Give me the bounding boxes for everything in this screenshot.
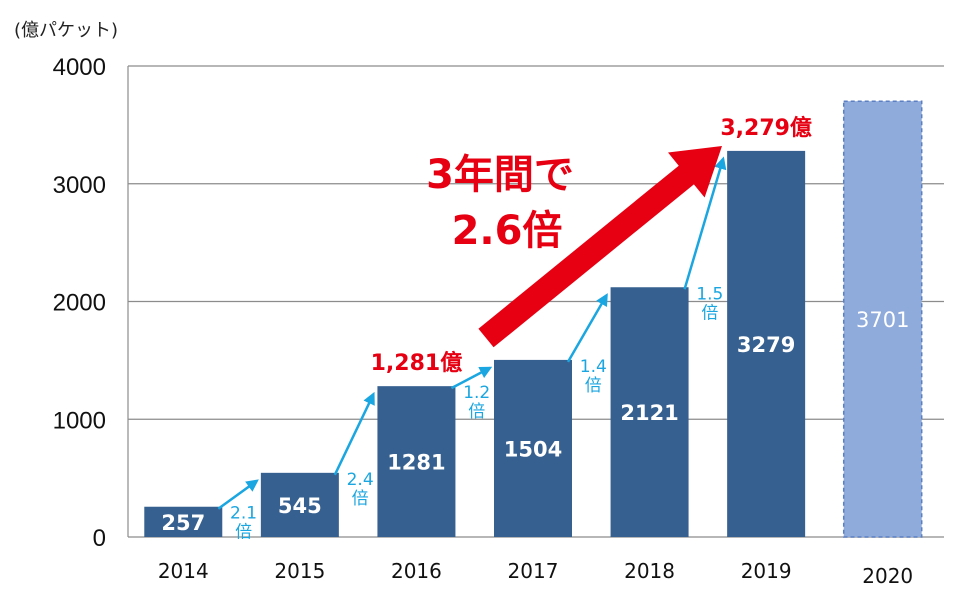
- x-axis: 2014 2015 2016 2017 2018 2019 2020: [158, 559, 913, 588]
- x-tick-label: 2018: [624, 559, 675, 583]
- x-tick-label: 2020: [862, 564, 913, 588]
- trend-arrow-shape: [478, 145, 723, 348]
- trend-arrow-path: [478, 145, 723, 348]
- growth-unit-label: 倍: [468, 402, 485, 422]
- highlight-value-callout: 1,281億: [371, 350, 463, 376]
- x-tick-label: 2014: [158, 559, 209, 583]
- growth-unit-label: 倍: [701, 303, 718, 323]
- x-tick-label: 2016: [391, 559, 442, 583]
- y-axis-unit-label: (億パケット): [14, 20, 118, 41]
- bars: 257 545 1281 1504 2121 3279 3701: [144, 100, 923, 538]
- bar-projected: [842, 100, 923, 538]
- bar-value-label: 257: [161, 511, 205, 535]
- bar-value-label: 1281: [387, 451, 445, 475]
- bar-value-label: 3701: [856, 308, 909, 332]
- headline-line-1: 3年間で: [426, 152, 574, 198]
- growth-unit-label: 倍: [352, 489, 369, 509]
- y-tick-label: 2000: [53, 290, 106, 317]
- highlight-value-callout: 3,279億: [720, 115, 812, 141]
- x-tick-label: 2015: [274, 559, 325, 583]
- bar-value-label: 3279: [737, 333, 795, 357]
- bar: [144, 506, 223, 537]
- callouts: 1,281億 3,279億: [371, 115, 812, 376]
- growth-annotations: 2.1倍2.4倍1.2倍1.4倍1.5倍: [217, 156, 727, 543]
- trend-arrow: [478, 145, 723, 348]
- x-tick-label: 2019: [741, 559, 792, 583]
- growth-unit-label: 倍: [235, 523, 252, 543]
- y-tick-label: 4000: [53, 54, 106, 81]
- y-tick-label: 3000: [53, 172, 106, 199]
- headline: 3年間で 2.6倍: [426, 152, 574, 254]
- bar-value-label: 1504: [504, 437, 562, 461]
- growth-arrow: [450, 366, 493, 390]
- bar-value-label: 2121: [620, 401, 678, 425]
- growth-arrow: [566, 293, 608, 363]
- growth-arrow: [333, 391, 375, 476]
- growth-ratio-label: 2.1: [230, 504, 257, 524]
- headline-line-2: 2.6倍: [452, 208, 563, 254]
- growth-ratio-label: 1.5: [696, 284, 723, 304]
- growth-ratio-label: 2.4: [347, 470, 374, 490]
- y-tick-label: 0: [93, 525, 106, 552]
- bar: [260, 472, 339, 537]
- bar-value-label: 545: [278, 494, 322, 518]
- x-tick-label: 2017: [508, 559, 559, 583]
- bar: [377, 386, 456, 537]
- bar: [727, 150, 806, 537]
- growth-arrow: [683, 156, 727, 290]
- bar: [494, 359, 572, 537]
- y-tick-label: 1000: [53, 407, 106, 434]
- growth-ratio-label: 1.4: [580, 357, 607, 377]
- bar: [610, 287, 689, 537]
- growth-ratio-label: 1.2: [463, 383, 490, 403]
- growth-arrow: [217, 479, 259, 510]
- growth-unit-label: 倍: [585, 376, 602, 396]
- y-axis: 0 1000 2000 3000 4000: [53, 54, 129, 552]
